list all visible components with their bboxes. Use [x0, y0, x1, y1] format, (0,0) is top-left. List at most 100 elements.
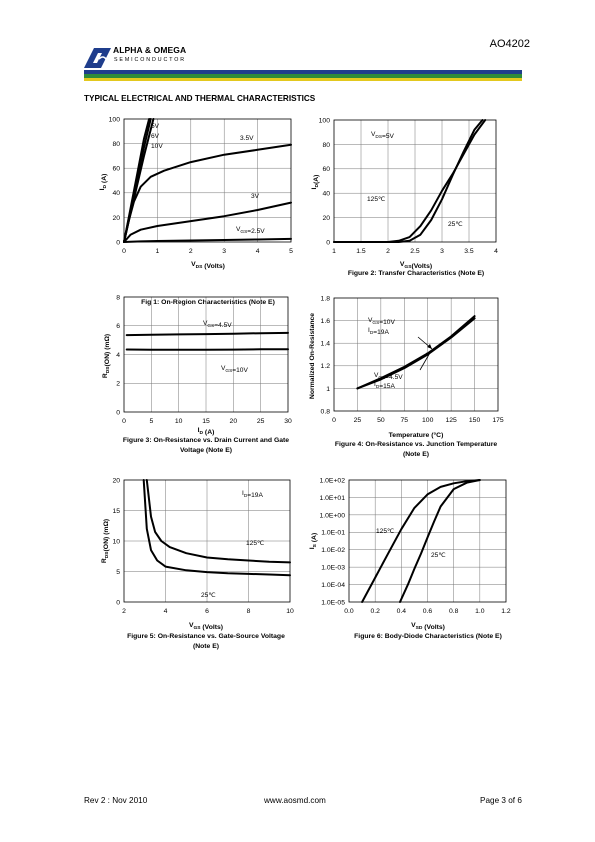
plot-frame	[333, 119, 497, 243]
x-tick-label: 3.5	[464, 248, 474, 255]
x-tick-label: 2	[386, 248, 390, 255]
y-tick-label: 80	[112, 141, 120, 148]
series-line-v-gs-10v	[125, 348, 289, 351]
series-line-125-	[361, 479, 481, 603]
x-tick-label: 10	[175, 418, 183, 425]
chart-annotation: 3V	[251, 193, 260, 200]
x-tick-label: 2	[122, 608, 126, 615]
y-tick-label: 1.0E-04	[321, 582, 345, 589]
y-tick-label: 20	[112, 215, 120, 222]
x-tick-label: 1.5	[356, 248, 366, 255]
chart-annotation: VGS=4.5V	[203, 320, 232, 329]
x-tick-label: 6	[205, 608, 209, 615]
chart-annotation: VGS=2.5V	[236, 226, 265, 235]
figure-caption: (Note E)	[403, 451, 429, 458]
chart-annotation: 25℃	[448, 221, 463, 228]
figure-caption: Voltage (Note E)	[180, 447, 232, 454]
series-line-125-	[145, 479, 291, 564]
y-tick-label: 100	[319, 117, 331, 124]
figure-caption: Figure 4: On-Resistance vs. Junction Tem…	[335, 441, 498, 448]
y-tick-label: 1.4	[321, 341, 331, 348]
y-tick-label: 20	[322, 215, 330, 222]
figure-caption: Figure 5: On-Resistance vs. Gate-Source …	[127, 633, 285, 640]
x-tick-label: 10	[286, 608, 294, 615]
y-tick-label: 40	[322, 191, 330, 198]
series-line-3-5v	[123, 143, 292, 243]
series-line-3v	[123, 201, 292, 243]
y-tick-label: 4	[116, 352, 120, 359]
y-tick-label: 0	[116, 599, 120, 606]
x-tick-label: 0.2	[370, 608, 380, 615]
company-name: ALPHA & OMEGA	[113, 45, 187, 55]
x-tick-label: 150	[469, 417, 481, 424]
x-tick-label: 0.6	[423, 608, 433, 615]
y-axis-label: RDS(ON) (mΩ)	[101, 519, 110, 563]
y-axis-label: Normalized On-Resistance	[309, 313, 316, 399]
x-axis-label: Temperature (°C)	[389, 431, 444, 439]
x-tick-label: 125	[445, 417, 457, 424]
x-tick-label: 8	[247, 608, 251, 615]
chart-annotation: 25℃	[431, 552, 446, 559]
plot-frame	[123, 296, 289, 413]
series-line-v-gs-2-5v	[123, 237, 292, 243]
x-tick-label: 30	[284, 418, 292, 425]
y-tick-label: 1.6	[321, 318, 331, 325]
chart-annotation: VDS=5V	[371, 131, 395, 140]
x-tick-label: 15	[202, 418, 210, 425]
x-tick-label: 2	[189, 248, 193, 255]
chart-annotation: 125℃	[367, 196, 386, 203]
x-tick-label: 0.0	[344, 608, 354, 615]
chart-annotation: 10V	[151, 143, 163, 150]
chart-annotation: 25℃	[201, 592, 216, 599]
x-tick-label: 20	[230, 418, 238, 425]
chart-annotation: VGS=4.5V	[374, 372, 403, 381]
x-axis-label: VDS (Volts)	[191, 261, 225, 270]
x-tick-label: 0	[122, 418, 126, 425]
y-tick-label: 10	[112, 538, 120, 545]
y-tick-label: 1.0E-03	[321, 565, 345, 572]
y-tick-label: 15	[112, 508, 120, 515]
y-tick-label: 1.0E+02	[319, 477, 345, 484]
figure-caption: Figure 2: Transfer Characteristics (Note…	[348, 270, 484, 277]
x-tick-label: 0	[122, 248, 126, 255]
x-tick-label: 50	[377, 417, 385, 424]
x-tick-label: 4	[494, 248, 498, 255]
chart-annotation: ID=19A	[242, 490, 263, 499]
x-axis-label: ID (A)	[198, 427, 215, 436]
series-line-25-	[142, 479, 291, 577]
company-subtitle: SEMICONDUCTOR	[114, 57, 186, 63]
series-line-25-	[399, 479, 481, 603]
footer-website[interactable]: www.aosmd.com	[264, 796, 326, 805]
x-tick-label: 0	[332, 417, 336, 424]
y-tick-label: 1.8	[321, 295, 331, 302]
y-tick-label: 1.0E+00	[319, 512, 345, 519]
x-tick-label: 75	[401, 417, 409, 424]
y-tick-label: 0.8	[321, 408, 331, 415]
footer-revision: Rev 2 : Nov 2010	[84, 796, 148, 805]
part-number: AO4202	[489, 38, 530, 50]
annotation-arrow-head	[427, 344, 432, 349]
series-line-v-gs-4-5v	[125, 331, 289, 337]
header-band-yellow	[84, 78, 522, 81]
annotation-arrow-head	[426, 351, 431, 356]
plot-frame	[348, 479, 507, 603]
chart-annotation: ID=19A	[368, 327, 389, 336]
x-tick-label: 2.5	[410, 248, 420, 255]
figure-caption: (Note E)	[193, 643, 219, 650]
x-tick-label: 1.0	[475, 608, 485, 615]
y-tick-label: 1	[326, 386, 330, 393]
y-tick-label: 0	[326, 239, 330, 246]
x-tick-label: 3	[440, 248, 444, 255]
y-axis-label: IS (A)	[309, 533, 318, 549]
y-tick-label: 5	[116, 569, 120, 576]
figure-caption: Figure 3: On-Resistance vs. Drain Curren…	[123, 437, 289, 444]
x-tick-label: 1.2	[501, 608, 511, 615]
y-tick-label: 6	[116, 323, 120, 330]
x-axis-label: VGS(Volts)	[400, 261, 432, 270]
x-tick-label: 25	[257, 418, 265, 425]
plot-frame	[123, 118, 292, 243]
y-tick-label: 1.0E-05	[321, 599, 345, 606]
